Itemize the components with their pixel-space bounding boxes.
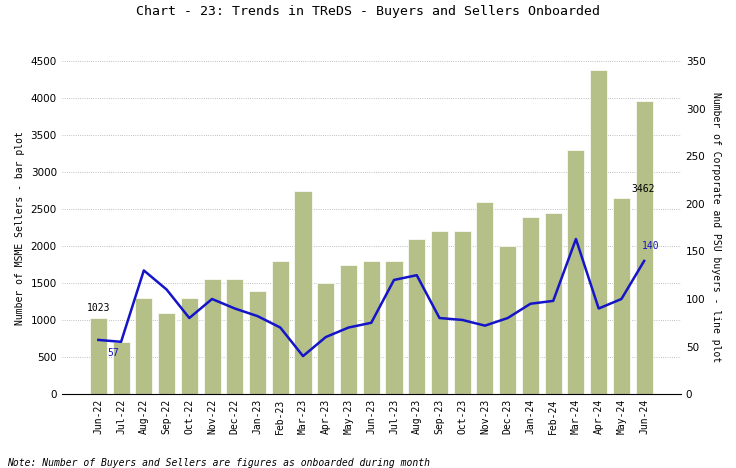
Text: 57: 57 bbox=[107, 348, 119, 358]
Bar bbox=[113, 343, 130, 394]
Bar bbox=[499, 246, 516, 394]
Bar bbox=[158, 313, 175, 394]
Bar bbox=[431, 231, 448, 394]
Bar bbox=[545, 213, 562, 394]
Bar bbox=[590, 70, 607, 394]
Text: 140: 140 bbox=[642, 241, 659, 251]
Bar bbox=[363, 261, 380, 394]
Bar bbox=[613, 198, 630, 394]
Bar bbox=[135, 298, 152, 394]
Bar bbox=[522, 217, 539, 394]
Y-axis label: Number of MSME Sellers - bar plot: Number of MSME Sellers - bar plot bbox=[15, 131, 25, 324]
Bar bbox=[294, 190, 311, 394]
Text: 1023: 1023 bbox=[87, 302, 110, 313]
Bar bbox=[317, 283, 334, 394]
Text: Chart - 23: Trends in TReDS - Buyers and Sellers Onboarded: Chart - 23: Trends in TReDS - Buyers and… bbox=[136, 5, 600, 18]
Bar bbox=[453, 231, 471, 394]
Text: 3462: 3462 bbox=[631, 183, 655, 194]
Bar bbox=[272, 261, 289, 394]
Bar bbox=[340, 264, 357, 394]
Bar bbox=[226, 279, 244, 394]
Bar bbox=[181, 298, 198, 394]
Bar bbox=[408, 239, 425, 394]
Text: Note: Number of Buyers and Sellers are figures as onboarded during month: Note: Number of Buyers and Sellers are f… bbox=[7, 458, 431, 468]
Bar bbox=[90, 318, 107, 394]
Bar bbox=[567, 150, 584, 394]
Bar bbox=[476, 202, 494, 394]
Bar bbox=[249, 291, 266, 394]
Y-axis label: Number of Corporate and PSU buyers - line plot: Number of Corporate and PSU buyers - lin… bbox=[711, 93, 721, 363]
Bar bbox=[636, 101, 653, 394]
Bar bbox=[204, 279, 221, 394]
Bar bbox=[386, 261, 403, 394]
